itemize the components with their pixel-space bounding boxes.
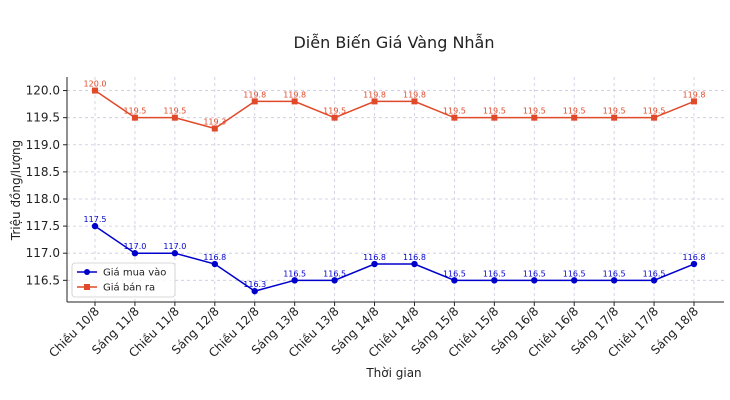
data-point bbox=[131, 250, 139, 257]
data-point bbox=[291, 277, 298, 284]
data-label: 119.5 bbox=[483, 107, 506, 116]
data-label: 119.3 bbox=[203, 118, 226, 127]
data-point bbox=[91, 222, 99, 230]
data-label: 119.5 bbox=[323, 107, 346, 116]
data-label: 119.5 bbox=[643, 107, 666, 116]
data-label: 116.8 bbox=[363, 253, 386, 262]
legend: Giá mua vào Giá bán ra bbox=[71, 262, 176, 298]
legend-marker bbox=[84, 269, 90, 275]
data-point bbox=[531, 277, 538, 284]
data-label: 119.5 bbox=[603, 107, 626, 116]
data-label: 119.5 bbox=[163, 107, 186, 116]
data-point bbox=[331, 114, 338, 121]
data-label: 117.5 bbox=[84, 215, 107, 224]
data-point bbox=[251, 98, 258, 105]
legend-box bbox=[71, 262, 176, 298]
data-label: 116.5 bbox=[323, 269, 346, 278]
data-point bbox=[691, 98, 697, 105]
data-label: 116.3 bbox=[243, 280, 266, 289]
data-point bbox=[251, 287, 258, 295]
data-point bbox=[171, 114, 178, 121]
series-sell: 120.0 119.5 119.5 119.3 119.8 119.8 119.5 119.8… bbox=[84, 80, 706, 132]
data-label: 116.5 bbox=[643, 269, 666, 278]
data-point bbox=[610, 277, 618, 284]
chart-title: Diễn Biến Giá Vàng Nhẫn bbox=[293, 33, 494, 52]
data-label: 119.5 bbox=[443, 107, 466, 116]
y-tick-label: 118.5 bbox=[26, 165, 60, 179]
data-label: 117.0 bbox=[163, 242, 186, 251]
data-point bbox=[451, 277, 458, 284]
data-point bbox=[491, 114, 498, 121]
data-label: 119.8 bbox=[683, 90, 706, 99]
data-label: 117.0 bbox=[123, 242, 146, 251]
y-tick-label: 119.5 bbox=[26, 111, 60, 125]
data-point bbox=[211, 260, 218, 268]
data-label: 116.5 bbox=[563, 269, 586, 278]
data-point bbox=[650, 277, 658, 284]
data-label: 119.5 bbox=[123, 107, 146, 116]
data-label: 116.5 bbox=[603, 269, 626, 278]
y-tick-label: 117.0 bbox=[26, 246, 60, 260]
data-label: 119.5 bbox=[523, 107, 546, 116]
data-point bbox=[291, 98, 298, 105]
data-point bbox=[571, 114, 578, 121]
data-point bbox=[411, 98, 418, 105]
data-point bbox=[690, 260, 698, 268]
y-axis-ticks: 116.5 117.0 117.5 118.0 118.5 119.0 119.5 120.0 bbox=[26, 84, 67, 287]
data-point bbox=[571, 277, 578, 284]
data-point bbox=[531, 114, 538, 121]
data-point bbox=[371, 98, 378, 105]
data-point bbox=[331, 277, 338, 284]
data-label: 119.8 bbox=[403, 90, 426, 99]
data-label: 119.8 bbox=[243, 90, 266, 99]
series-buy: 117.5 117.0 117.0 116.8 116.3 116.5 116.5 116.8… bbox=[84, 215, 706, 295]
y-tick-label: 120.0 bbox=[26, 84, 60, 98]
data-point bbox=[371, 260, 378, 268]
y-tick-label: 119.0 bbox=[26, 138, 60, 152]
data-point bbox=[451, 114, 458, 121]
data-label: 116.5 bbox=[483, 269, 506, 278]
legend-label: Giá mua vào bbox=[103, 267, 166, 279]
data-label: 119.8 bbox=[363, 90, 386, 99]
x-axis-label: Thời gian bbox=[365, 366, 421, 380]
data-label: 116.5 bbox=[283, 269, 306, 278]
data-point bbox=[491, 277, 498, 284]
data-point bbox=[611, 114, 618, 121]
data-label: 119.5 bbox=[563, 107, 586, 116]
data-label: 116.8 bbox=[403, 253, 426, 262]
y-axis-label: Triệu đồng/lượng bbox=[9, 140, 23, 241]
data-label: 116.8 bbox=[683, 253, 706, 262]
data-point bbox=[211, 125, 218, 132]
data-label: 119.8 bbox=[283, 90, 306, 99]
data-label: 116.8 bbox=[203, 253, 226, 262]
series-group: 117.5 117.0 117.0 116.8 116.3 116.5 116.5 116.8… bbox=[84, 80, 706, 295]
data-label: 116.5 bbox=[523, 269, 546, 278]
series-line bbox=[94, 89, 695, 130]
data-label: 120.0 bbox=[84, 80, 107, 89]
legend-marker bbox=[84, 284, 90, 290]
data-point bbox=[131, 114, 138, 121]
data-point bbox=[92, 87, 98, 94]
data-point bbox=[411, 260, 418, 268]
y-tick-label: 118.0 bbox=[26, 192, 60, 206]
series-line bbox=[94, 225, 695, 292]
y-tick-label: 117.5 bbox=[26, 219, 60, 233]
legend-label: Giá bán ra bbox=[103, 282, 155, 294]
y-tick-label: 116.5 bbox=[26, 273, 60, 287]
data-point bbox=[171, 250, 179, 257]
data-point bbox=[651, 114, 658, 121]
data-label: 116.5 bbox=[443, 269, 466, 278]
